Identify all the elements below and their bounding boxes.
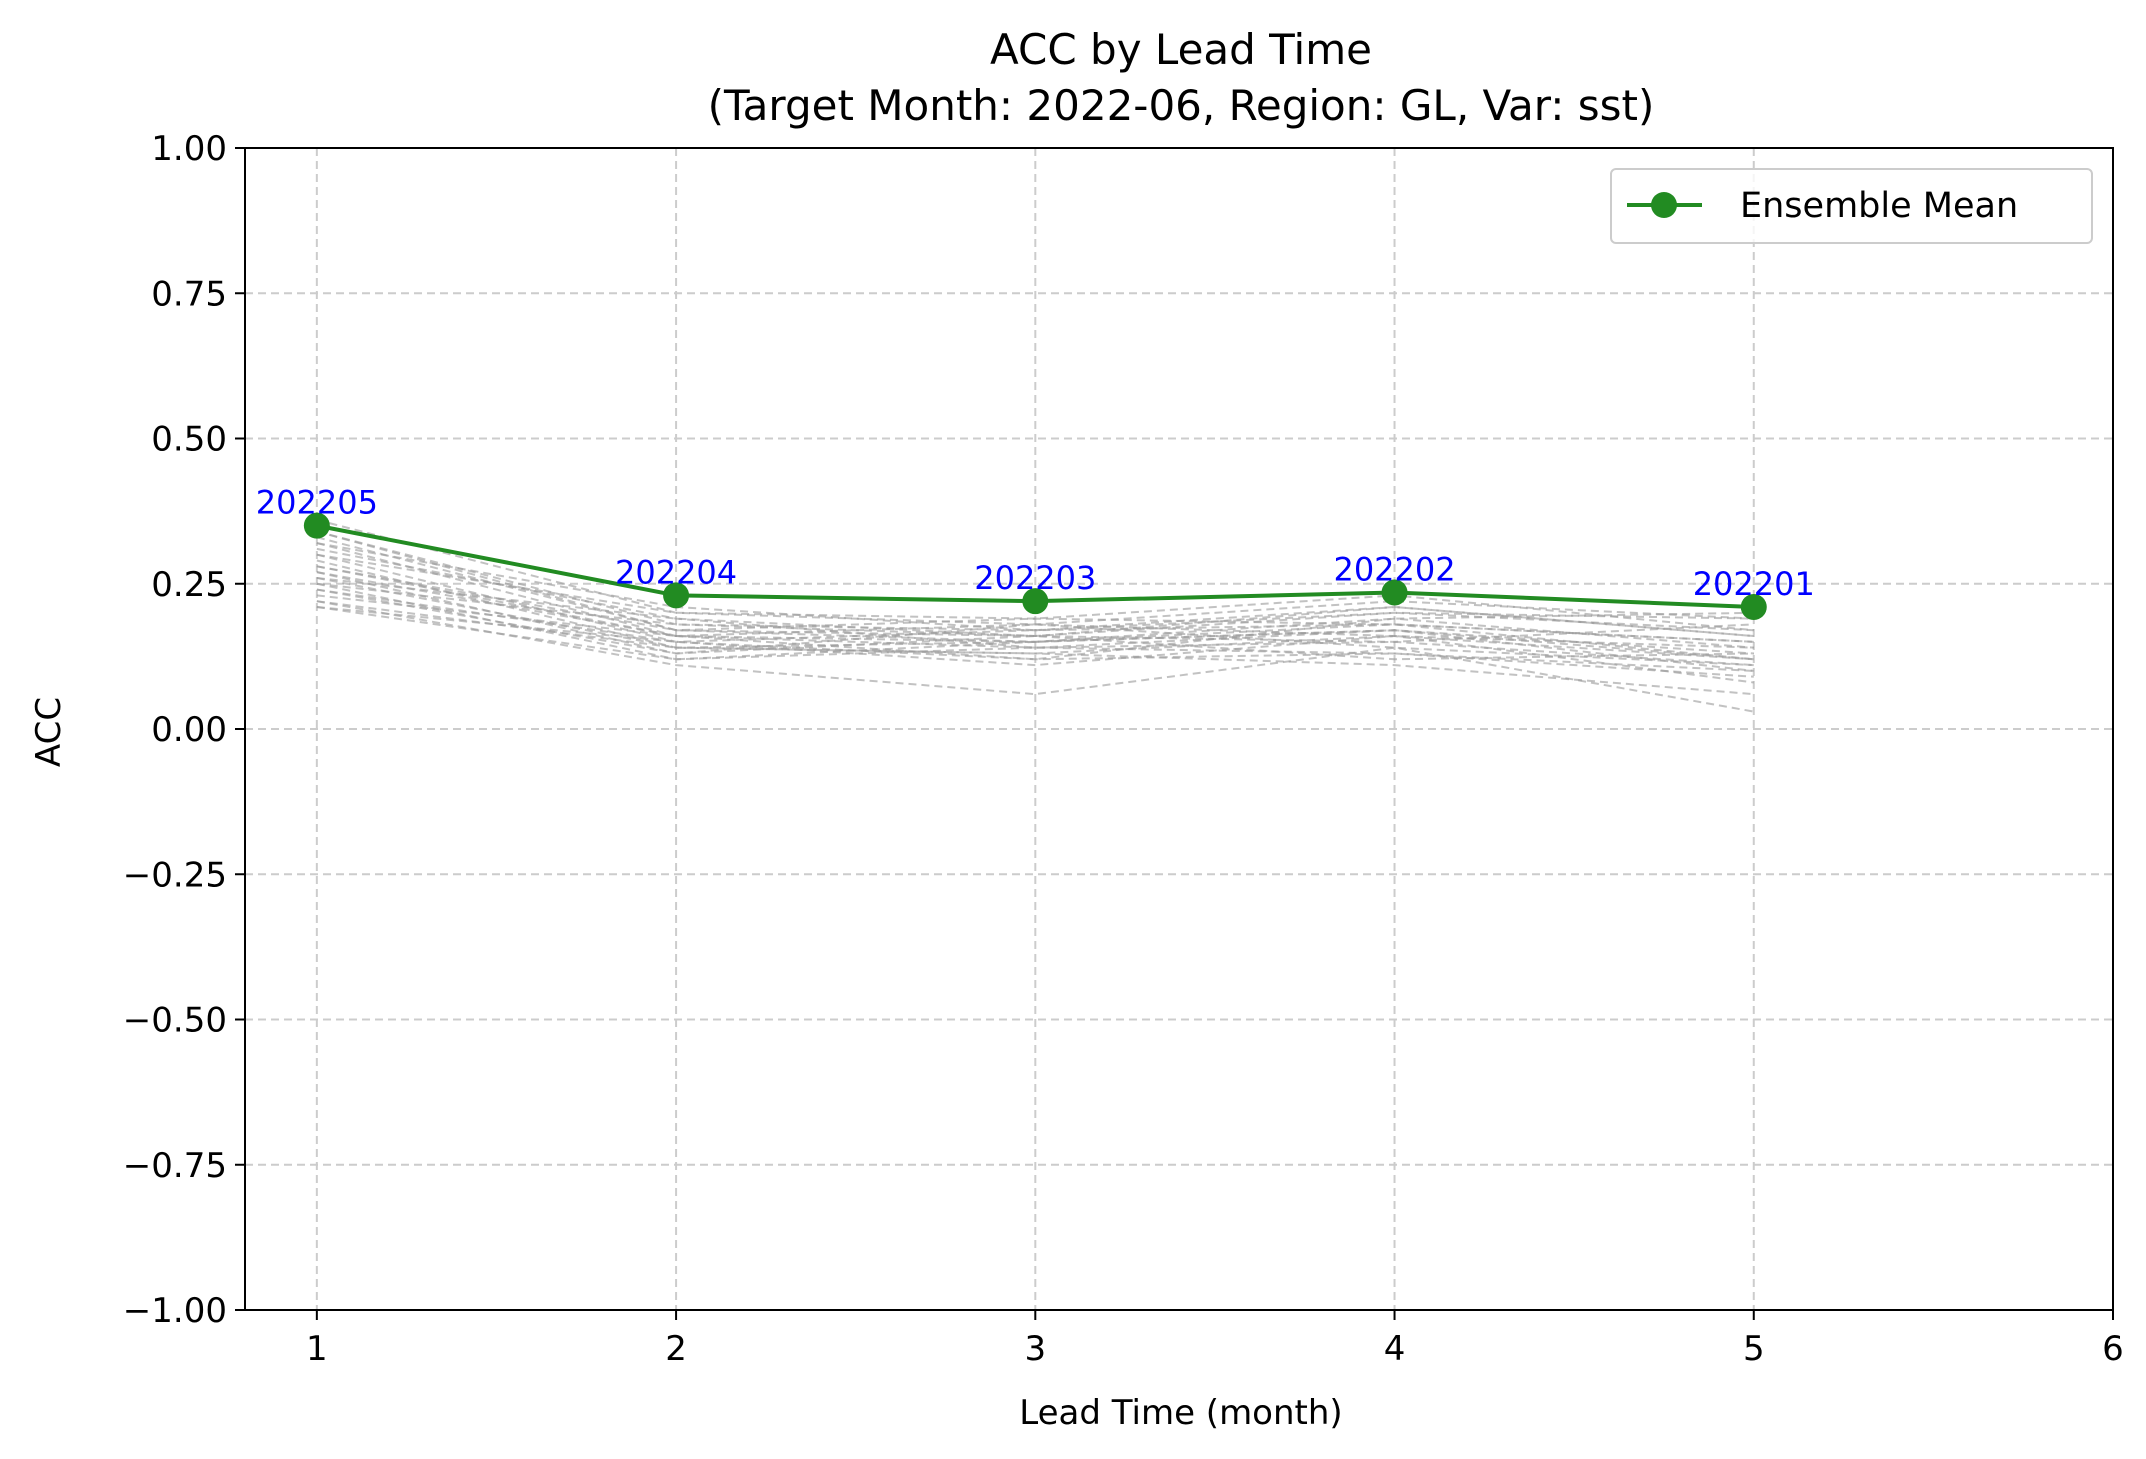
ensemble-members-layer: [316, 518, 1754, 713]
legend-dot-marker: [1651, 192, 1677, 218]
legend-entry-ensemble-mean: Ensemble Mean: [1740, 186, 2018, 226]
ensemble-member-line: [316, 588, 1754, 684]
y-tick-label: 0.75: [151, 274, 227, 314]
x-tick-label: 5: [1743, 1329, 1765, 1369]
x-tick-label: 6: [2102, 1329, 2124, 1369]
ticks-layer: 1 2 3 4 5 6 −1.00 −0.75 −0.50 −0.25 0.00 0.25 0.50 0.…: [123, 129, 2124, 1369]
chart-title: ACC by Lead Time: [990, 25, 1372, 74]
ensemble-member-line: [316, 553, 1754, 632]
point-annotation-label: 202204: [615, 553, 737, 591]
y-tick-label: −1.00: [123, 1291, 227, 1331]
y-tick-label: −0.25: [123, 855, 227, 895]
ensemble-mean-point: [663, 582, 690, 609]
point-annotation-label: 202201: [1693, 565, 1815, 603]
point-annotation-label: 202202: [1333, 550, 1455, 588]
ensemble-member-line: [316, 530, 1754, 661]
y-axis-label: ACC: [29, 697, 69, 767]
chart-subtitle: (Target Month: 2022-06, Region: GL, Var:…: [708, 81, 1655, 130]
ensemble-member-line: [316, 600, 1754, 713]
ensemble-mean-layer: [303, 512, 1767, 620]
x-tick-label: 3: [1024, 1329, 1046, 1369]
ensemble-member-line: [316, 600, 1754, 696]
ensemble-member-line: [316, 605, 1754, 672]
y-tick-label: 0.25: [151, 565, 227, 605]
ensemble-member-line: [316, 576, 1754, 638]
x-tick-label: 2: [665, 1329, 687, 1369]
y-tick-label: 0.50: [151, 420, 227, 460]
ensemble-mean-point: [1740, 593, 1767, 620]
legend: Ensemble Mean: [1610, 168, 2093, 244]
x-axis-label: Lead Time (month): [1019, 1393, 1342, 1433]
x-tick-label: 1: [306, 1329, 328, 1369]
ensemble-member-line: [316, 594, 1754, 667]
y-tick-label: 0.00: [151, 710, 227, 750]
point-annotation-label: 202205: [256, 484, 378, 522]
ensemble-member-line: [316, 571, 1754, 667]
point-annotation-label: 202203: [974, 559, 1096, 597]
y-tick-label: −0.75: [123, 1146, 227, 1186]
legend-box: [1610, 168, 2093, 244]
ensemble-mean-point: [303, 512, 330, 539]
annotations-layer: 202205 202204 202203 202202 202201: [256, 484, 1815, 603]
y-tick-label: −0.50: [123, 1001, 227, 1041]
ensemble-member-line: [316, 582, 1754, 643]
ensemble-mean-point: [1022, 588, 1049, 615]
x-tick-label: 4: [1384, 1329, 1406, 1369]
y-tick-label: 1.00: [151, 129, 227, 169]
ensemble-mean-point: [1381, 579, 1408, 606]
